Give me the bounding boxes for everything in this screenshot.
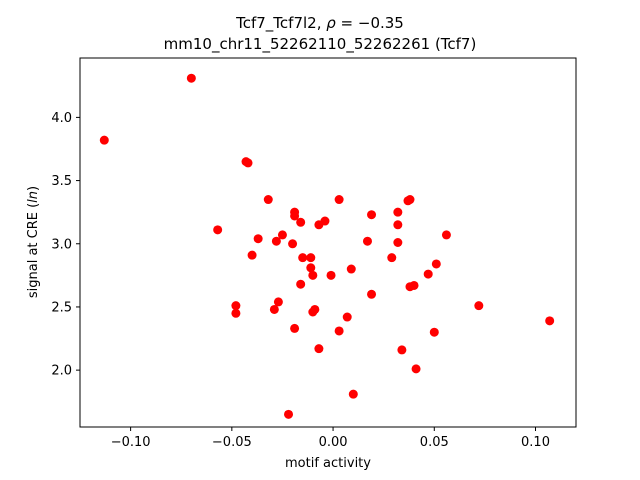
y-axis-label-var: ln (26, 191, 41, 203)
data-point-20 (296, 279, 306, 289)
data-point-2 (213, 225, 223, 235)
data-point-28 (314, 344, 324, 354)
x-tick-label-3: 0.05 (420, 435, 449, 450)
y-tick-label-1: 2.5 (51, 300, 72, 315)
x-tick-label-4: 0.10 (521, 435, 550, 450)
x-tick-label-2: 0.00 (319, 435, 348, 450)
data-point-48 (411, 364, 421, 374)
data-point-29 (320, 216, 330, 226)
data-point-47 (409, 280, 419, 290)
data-point-12 (273, 297, 283, 307)
data-point-33 (342, 312, 352, 322)
data-point-15 (288, 239, 298, 249)
title-rho-symbol: ρ (326, 14, 336, 32)
data-point-41 (393, 220, 403, 230)
data-point-49 (423, 269, 433, 279)
data-point-23 (306, 263, 316, 273)
data-point-32 (334, 326, 344, 336)
data-point-26 (310, 304, 320, 314)
data-point-37 (367, 210, 377, 220)
data-point-7 (247, 250, 257, 260)
data-point-45 (405, 195, 415, 205)
data-point-19 (296, 217, 306, 227)
data-point-14 (284, 409, 294, 419)
data-point-4 (231, 308, 241, 318)
data-point-50 (429, 327, 439, 337)
data-point-40 (393, 207, 403, 217)
data-point-53 (474, 301, 484, 311)
data-point-39 (387, 253, 397, 263)
data-point-0 (99, 135, 109, 145)
title-prefix: Tcf7_Tcf7l2, (235, 14, 326, 33)
data-point-13 (277, 230, 287, 240)
data-point-43 (397, 345, 407, 355)
data-point-31 (334, 195, 344, 205)
y-tick-label-0: 2.0 (51, 364, 72, 379)
data-point-30 (326, 270, 336, 280)
data-point-1 (186, 73, 196, 83)
data-point-10 (269, 304, 279, 314)
plot-area: −0.10 −0.05 0.00 0.05 0.10 2.0 2.5 3.0 3.5 4.0 (51, 57, 577, 450)
chart-title-line1: Tcf7_Tcf7l2, ρ = −0.35 (235, 14, 404, 33)
x-axis-label: motif activity (285, 456, 371, 471)
data-point-35 (348, 389, 358, 399)
data-point-11 (271, 236, 281, 246)
x-tick-label-0: −0.10 (111, 435, 151, 450)
data-point-51 (431, 259, 441, 269)
data-point-38 (367, 289, 377, 299)
data-point-34 (346, 264, 356, 274)
data-point-22 (306, 253, 316, 263)
title-rho-value: = −0.35 (336, 14, 404, 32)
data-point-17 (290, 211, 300, 221)
y-axis-label-prefix: signal at CRE ( (26, 203, 41, 298)
data-point-9 (263, 195, 273, 205)
data-point-21 (298, 253, 308, 263)
data-point-54 (545, 316, 555, 326)
y-axis-ticks: 2.0 2.5 3.0 3.5 4.0 (51, 111, 80, 379)
y-tick-label-2: 3.0 (51, 237, 72, 252)
data-point-42 (393, 238, 403, 247)
points-layer (99, 73, 555, 419)
data-point-8 (253, 234, 263, 244)
data-point-3 (231, 301, 241, 311)
y-axis-label-suffix: ) (26, 186, 41, 191)
x-tick-label-1: −0.05 (212, 435, 252, 450)
chart-title-line2: mm10_chr11_52262110_52262261 (Tcf7) (164, 35, 477, 54)
y-axis-label: signal at CRE (ln) (26, 186, 41, 298)
y-tick-label-3: 3.5 (51, 174, 72, 189)
data-point-25 (308, 270, 318, 280)
data-point-52 (441, 230, 451, 240)
data-point-36 (362, 236, 372, 246)
data-point-6 (243, 158, 253, 168)
data-point-18 (290, 323, 300, 333)
axes-frame (79, 57, 577, 428)
x-axis-ticks: −0.10 −0.05 0.00 0.05 0.10 (111, 427, 550, 450)
y-tick-label-4: 4.0 (51, 111, 72, 126)
